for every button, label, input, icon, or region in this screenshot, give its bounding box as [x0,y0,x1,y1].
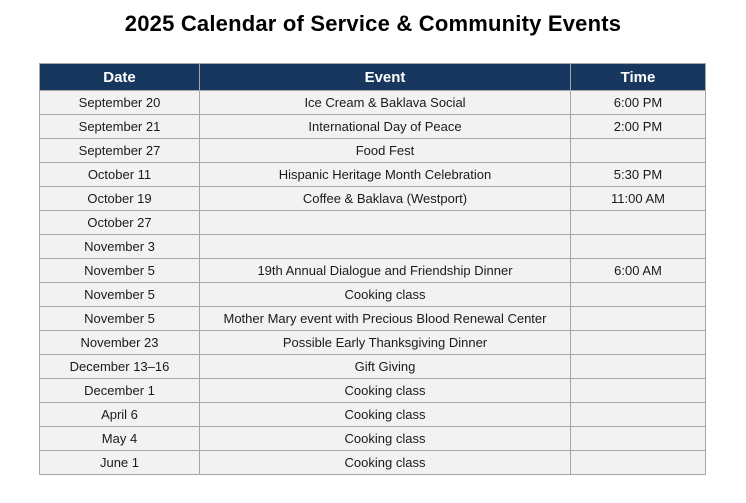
event-cell: Possible Early Thanksgiving Dinner [199,330,571,355]
table-row: November 5 Mother Mary event with Preciou… [39,306,706,331]
table-row: April 6 Cooking class [39,402,706,427]
date-cell: November 23 [39,330,200,355]
event-cell: Gift Giving [199,354,571,379]
table-row: November 3 [39,234,706,259]
time-cell [570,450,706,475]
time-cell [570,234,706,259]
date-cell: December 13–16 [39,354,200,379]
time-cell: 6:00 AM [570,258,706,283]
table-row: September 20 Ice Cream & Baklava Social 6:… [39,90,706,115]
time-cell [570,282,706,307]
table-row: October 27 [39,210,706,235]
time-cell [570,330,706,355]
time-cell [570,402,706,427]
table-row: June 1 Cooking class [39,450,706,475]
event-cell: Cooking class [199,282,571,307]
event-cell: Food Fest [199,138,571,163]
events-table: Date Event Time September 20 Ice Cream & … [39,63,706,475]
page-title: 2025 Calendar of Service & Community Eve… [124,11,622,36]
date-cell: May 4 [39,426,200,451]
table-row: December 1 Cooking class [39,378,706,403]
table-row: May 4 Cooking class [39,426,706,451]
time-cell [570,426,706,451]
header-row: Date Event Time [39,63,706,91]
date-cell: June 1 [39,450,200,475]
event-cell: Coffee & Baklava (Westport) [199,186,571,211]
event-cell: Ice Cream & Baklava Social [199,90,571,115]
event-cell: Cooking class [199,402,571,427]
table-row: November 23 Possible Early Thanksgiving D… [39,330,706,355]
event-cell: Cooking class [199,426,571,451]
table-body: September 20 Ice Cream & Baklava Social 6:… [39,90,706,475]
time-cell [570,354,706,379]
time-cell [570,306,706,331]
table-row: September 27 Food Fest [39,138,706,163]
column-header-date: Date [39,63,200,91]
event-cell [199,234,571,259]
date-cell: December 1 [39,378,200,403]
time-cell [570,138,706,163]
table-row: November 5 19th Annual Dialogue and Frien… [39,258,706,283]
date-cell: November 5 [39,282,200,307]
table-row: October 11 Hispanic Heritage Month Celebr… [39,162,706,187]
time-cell: 5:30 PM [570,162,706,187]
column-header-event: Event [199,63,571,91]
time-cell: 11:00 AM [570,186,706,211]
date-cell: October 11 [39,162,200,187]
date-cell: November 5 [39,306,200,331]
event-cell [199,210,571,235]
date-cell: April 6 [39,402,200,427]
table-row: October 19 Coffee & Baklava (Westport) 11:… [39,186,706,211]
date-cell: September 27 [39,138,200,163]
date-cell: October 19 [39,186,200,211]
date-cell: September 21 [39,114,200,139]
column-header-time: Time [570,63,706,91]
event-cell: International Day of Peace [199,114,571,139]
event-cell: 19th Annual Dialogue and Friendship Dinn… [199,258,571,283]
table-row: September 21 International Day of Peace 2:… [39,114,706,139]
event-cell: Cooking class [199,450,571,475]
table-row: November 5 Cooking class [39,282,706,307]
event-cell: Mother Mary event with Precious Blood Re… [199,306,571,331]
table-row: December 13–16 Gift Giving [39,354,706,379]
date-cell: November 5 [39,258,200,283]
time-cell [570,378,706,403]
event-cell: Hispanic Heritage Month Celebration [199,162,571,187]
time-cell: 6:00 PM [570,90,706,115]
event-cell: Cooking class [199,378,571,403]
time-cell: 2:00 PM [570,114,706,139]
date-cell: November 3 [39,234,200,259]
time-cell [570,210,706,235]
date-cell: September 20 [39,90,200,115]
date-cell: October 27 [39,210,200,235]
